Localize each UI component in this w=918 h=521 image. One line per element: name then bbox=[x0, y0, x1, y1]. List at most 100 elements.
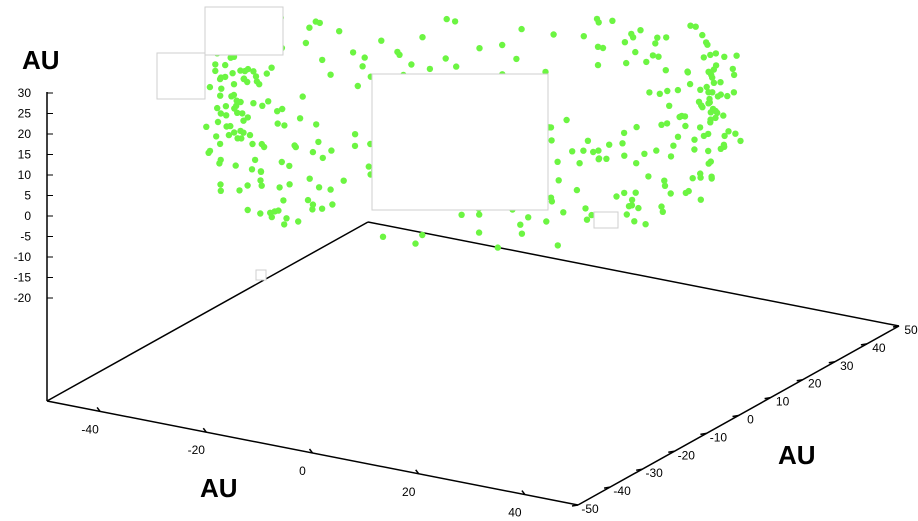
z-tick-label: 30 bbox=[18, 86, 32, 100]
data-point bbox=[271, 208, 278, 215]
data-point bbox=[656, 90, 663, 98]
data-point bbox=[513, 55, 520, 63]
data-point bbox=[655, 53, 662, 60]
data-point bbox=[569, 148, 576, 155]
data-point bbox=[654, 34, 661, 41]
data-point bbox=[664, 87, 671, 95]
data-point bbox=[292, 143, 299, 151]
data-point bbox=[733, 52, 740, 59]
data-point bbox=[443, 15, 450, 23]
data-point bbox=[705, 147, 712, 155]
data-point bbox=[225, 131, 233, 139]
data-point bbox=[499, 41, 506, 49]
data-point bbox=[632, 48, 639, 56]
z-tick-label: 10 bbox=[18, 168, 32, 182]
data-point bbox=[327, 71, 334, 78]
data-point bbox=[217, 187, 224, 194]
y-tick-label: 10 bbox=[776, 395, 790, 409]
data-point bbox=[249, 140, 256, 148]
data-point bbox=[550, 31, 557, 38]
data-point bbox=[426, 65, 434, 73]
data-point bbox=[304, 196, 312, 204]
data-point bbox=[730, 89, 738, 96]
data-point bbox=[259, 102, 266, 110]
y-tick-label: 50 bbox=[904, 323, 918, 337]
y-tick-mark bbox=[860, 343, 868, 346]
data-point bbox=[613, 193, 620, 200]
data-point bbox=[623, 211, 630, 218]
data-point bbox=[237, 127, 244, 135]
data-point bbox=[276, 184, 283, 191]
data-point bbox=[594, 43, 602, 50]
data-point bbox=[257, 168, 265, 175]
data-point bbox=[268, 213, 275, 221]
data-point bbox=[705, 100, 712, 107]
data-point bbox=[667, 190, 674, 197]
data-point bbox=[563, 116, 570, 124]
data-point bbox=[547, 124, 555, 131]
data-point bbox=[730, 71, 738, 79]
data-point bbox=[394, 48, 401, 56]
data-point bbox=[230, 91, 238, 99]
data-point bbox=[595, 19, 602, 26]
data-point bbox=[662, 67, 669, 74]
data-point bbox=[686, 80, 694, 88]
data-point bbox=[582, 205, 589, 212]
data-point bbox=[709, 89, 716, 96]
data-point bbox=[216, 140, 224, 148]
y-tick-label: -30 bbox=[646, 466, 664, 480]
y-tick-label: 0 bbox=[747, 413, 754, 427]
data-point bbox=[494, 244, 501, 251]
data-point bbox=[699, 31, 706, 39]
data-point bbox=[351, 142, 359, 150]
data-point bbox=[240, 75, 248, 82]
data-point bbox=[633, 160, 640, 167]
x-axis-title: AU bbox=[200, 473, 238, 503]
data-point bbox=[724, 92, 731, 100]
data-point bbox=[227, 122, 234, 130]
data-point bbox=[250, 100, 257, 107]
x-tick-label: 40 bbox=[508, 506, 522, 520]
x-tick-label: 20 bbox=[402, 485, 416, 499]
y-tick-mark bbox=[732, 414, 739, 418]
x-tick-mark bbox=[415, 469, 420, 475]
data-point bbox=[707, 109, 714, 116]
data-point bbox=[309, 148, 317, 156]
data-point bbox=[281, 122, 288, 129]
data-point bbox=[658, 121, 665, 128]
data-point bbox=[319, 56, 326, 64]
data-point bbox=[729, 65, 736, 73]
data-point bbox=[689, 175, 696, 182]
data-point bbox=[283, 215, 290, 222]
data-point bbox=[697, 86, 704, 94]
data-point bbox=[663, 34, 670, 41]
data-point bbox=[698, 102, 705, 109]
data-point bbox=[637, 27, 644, 34]
data-point bbox=[309, 201, 317, 208]
data-point bbox=[517, 221, 524, 228]
data-point bbox=[252, 73, 260, 80]
data-point bbox=[274, 120, 281, 127]
data-point bbox=[717, 79, 724, 86]
data-point bbox=[296, 115, 304, 122]
data-point bbox=[584, 137, 592, 144]
data-point bbox=[619, 140, 626, 147]
data-point bbox=[256, 81, 263, 88]
data-point bbox=[257, 177, 264, 184]
z-tick-label: 0 bbox=[24, 209, 31, 223]
data-point bbox=[633, 123, 640, 131]
data-point bbox=[623, 59, 630, 67]
data-point bbox=[274, 108, 281, 115]
data-point bbox=[278, 158, 285, 166]
data-point bbox=[560, 209, 567, 216]
data-point bbox=[281, 221, 288, 228]
data-point bbox=[641, 150, 648, 157]
data-point bbox=[649, 52, 657, 59]
data-point bbox=[378, 37, 385, 44]
data-point bbox=[319, 154, 326, 162]
y-tick-label: -20 bbox=[678, 448, 696, 462]
data-point bbox=[687, 22, 694, 29]
data-point bbox=[628, 30, 635, 38]
